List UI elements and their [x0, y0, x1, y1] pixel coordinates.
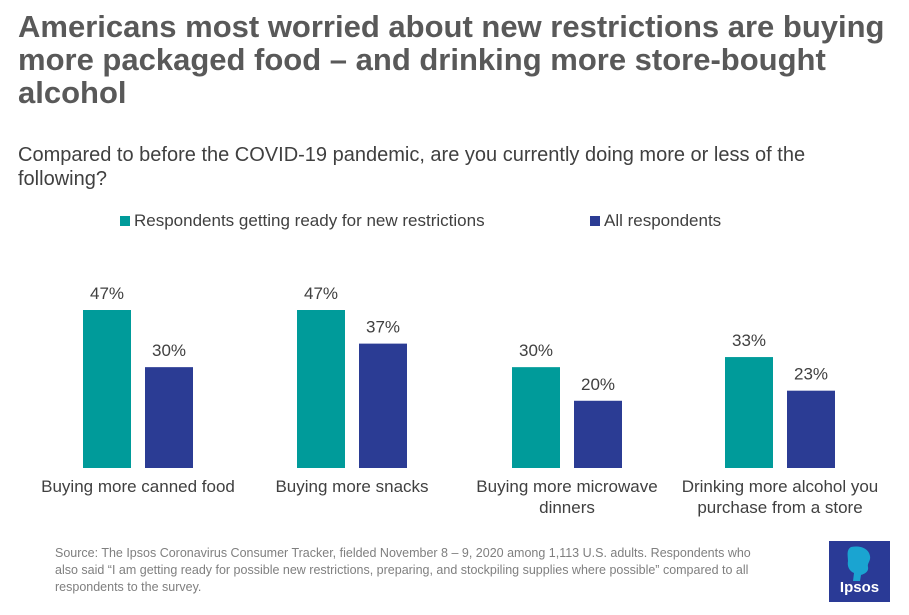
category-label-1-0: Buying more snacks	[275, 477, 428, 496]
legend: Respondents getting ready for new restri…	[120, 211, 721, 230]
chart-subtitle: Compared to before the COVID-19 pandemic…	[18, 144, 806, 190]
value-label-2-1: 20%	[581, 375, 615, 394]
bar-1-1	[359, 343, 407, 468]
bars	[83, 310, 835, 468]
value-label-2-0: 30%	[519, 341, 553, 360]
category-label-2-0: Buying more microwave	[476, 477, 657, 496]
bar-1-0	[297, 310, 345, 468]
value-label-0-0: 47%	[90, 284, 124, 303]
chart-title: Americans most worried about new restric…	[18, 9, 885, 110]
category-label-3-1: purchase from a store	[697, 498, 862, 517]
bar-2-0	[512, 367, 560, 468]
ipsos-logo: Ipsos	[829, 541, 890, 602]
value-label-3-0: 33%	[732, 331, 766, 350]
bar-chart: Respondents getting ready for new restri…	[41, 211, 878, 517]
category-label-0-0: Buying more canned food	[41, 477, 235, 496]
logo-text: Ipsos	[839, 579, 880, 596]
legend-swatch-1	[590, 216, 600, 226]
value-label-1-0: 47%	[304, 284, 338, 303]
bar-0-0	[83, 310, 131, 468]
bar-0-1	[145, 367, 193, 468]
category-labels: Buying more canned food Buying more snack…	[41, 477, 878, 517]
legend-swatch-0	[120, 216, 130, 226]
value-label-0-1: 30%	[152, 341, 186, 360]
bar-3-0	[725, 357, 773, 468]
source-note: Source: The Ipsos Coronavirus Consumer T…	[55, 546, 751, 594]
value-label-3-1: 23%	[794, 365, 828, 384]
value-label-1-1: 37%	[366, 318, 400, 337]
logo-figure-icon	[847, 546, 871, 581]
legend-label-1: All respondents	[604, 211, 721, 230]
legend-label-0: Respondents getting ready for new restri…	[134, 211, 485, 230]
bar-3-1	[787, 390, 835, 468]
bar-2-1	[574, 400, 622, 468]
category-label-2-1: dinners	[539, 498, 595, 517]
category-label-3-0: Drinking more alcohol you	[682, 477, 879, 496]
value-labels: 47% 30% 47% 37% 30% 20% 33% 23%	[90, 284, 828, 394]
